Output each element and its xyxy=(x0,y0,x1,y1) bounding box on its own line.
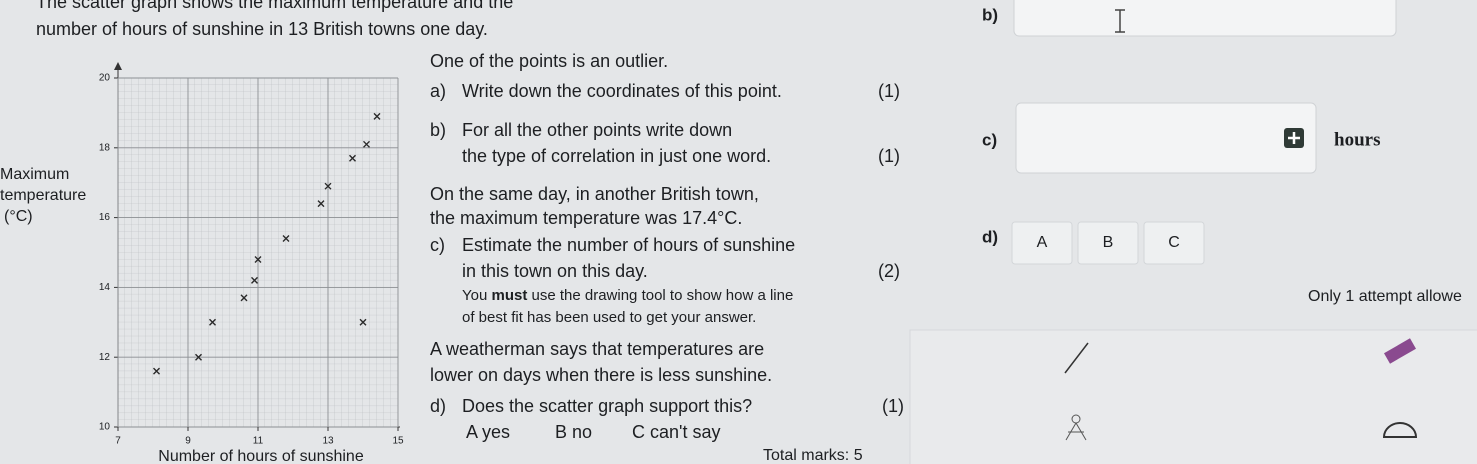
marks: (2) xyxy=(878,261,900,281)
question-text: lower on days when there is less sunshin… xyxy=(430,365,772,385)
question-text: For all the other points write down xyxy=(462,120,732,140)
question-label: c) xyxy=(430,235,445,255)
question-text: Does the scatter graph support this? xyxy=(462,396,752,416)
unit: hours xyxy=(1334,129,1380,150)
point xyxy=(153,367,160,375)
point xyxy=(359,318,367,326)
option-label: A xyxy=(1037,234,1048,251)
line-tool[interactable] xyxy=(1064,342,1089,374)
plus-icon xyxy=(1288,132,1300,144)
point xyxy=(349,154,356,162)
question-text: On the same day, in another British town… xyxy=(430,184,759,204)
note-part: must xyxy=(491,287,527,304)
point xyxy=(363,140,370,148)
text-input[interactable] xyxy=(1015,102,1317,174)
note: of best fit has been used to get your an… xyxy=(462,309,756,326)
y-tick-label: 10 xyxy=(99,422,111,433)
answer-label: d) xyxy=(982,227,998,246)
point xyxy=(373,112,381,120)
question-text: the maximum temperature was 17.4°C. xyxy=(430,208,742,228)
note-part: use the drawing tool to show how a line xyxy=(532,287,794,304)
question-label: d) xyxy=(430,396,446,416)
option-button[interactable] xyxy=(1077,221,1139,265)
point xyxy=(282,235,290,243)
point xyxy=(209,318,216,326)
compass-tool[interactable] xyxy=(1065,414,1087,441)
header-line: number of hours of sunshine in 13 Britis… xyxy=(36,19,488,39)
point xyxy=(324,182,332,190)
y-axis-label: temperature xyxy=(0,187,86,204)
marks: (1) xyxy=(878,81,900,101)
y-axis-arrow xyxy=(114,62,122,70)
question-text: Write down the coordinates of this point… xyxy=(462,81,782,101)
note: You must use the drawing tool to show ho… xyxy=(462,287,793,304)
option: B no xyxy=(555,422,592,442)
question-text: Estimate the number of hours of sunshine xyxy=(462,235,795,255)
x-tick-label: 11 xyxy=(253,436,264,447)
x-axis-label: Number of hours of sunshine xyxy=(158,448,364,464)
protractor-tool[interactable] xyxy=(1382,422,1418,438)
marks: (1) xyxy=(882,396,904,416)
y-tick-label: 18 xyxy=(99,142,111,153)
question-text: A weatherman says that temperatures are xyxy=(430,339,764,359)
option-button[interactable] xyxy=(1011,221,1073,265)
option: C can't say xyxy=(632,422,720,442)
x-tick-label: 13 xyxy=(322,436,334,447)
answer-label: b) xyxy=(982,5,998,24)
y-tick-label: 20 xyxy=(99,73,111,84)
answer-label: c) xyxy=(982,130,997,149)
x-tick-label: 15 xyxy=(392,436,404,447)
point xyxy=(251,276,258,284)
y-axis-label: (°C) xyxy=(4,208,33,225)
y-tick-label: 14 xyxy=(99,282,111,293)
point xyxy=(195,353,202,361)
marks: (1) xyxy=(878,146,900,166)
scatter-chart: 10 12 14 16 18 20 7 9 11 13 15 xyxy=(99,73,404,447)
point xyxy=(317,200,325,208)
attempts-note: Only 1 attempt allowe xyxy=(1308,288,1462,305)
option: A yes xyxy=(466,422,510,442)
y-tick-label: 12 xyxy=(99,352,111,363)
question-text: One of the points is an outlier. xyxy=(430,51,668,71)
drawing-toolbar xyxy=(909,329,1477,464)
option-button[interactable] xyxy=(1143,221,1205,265)
ruler-tool[interactable] xyxy=(1384,338,1416,364)
total-marks: Total marks: 5 xyxy=(763,447,863,464)
cursor-icon xyxy=(1115,9,1125,33)
x-tick-label: 9 xyxy=(185,436,191,447)
option-label: C xyxy=(1168,234,1180,251)
header-line: The scatter graph shows the maximum temp… xyxy=(36,0,513,12)
x-tick-label: 7 xyxy=(115,436,121,447)
question-label: b) xyxy=(430,120,446,140)
y-axis-label: Maximum xyxy=(0,166,69,183)
note-part: You xyxy=(462,287,487,304)
y-tick-label: 16 xyxy=(99,212,111,223)
question-label: a) xyxy=(430,81,446,101)
point xyxy=(254,255,262,263)
question-text: in this town on this day. xyxy=(462,261,648,281)
text-input[interactable] xyxy=(1013,0,1397,37)
question-text: the type of correlation in just one word… xyxy=(462,146,771,166)
point xyxy=(240,294,248,302)
option-label: B xyxy=(1103,234,1114,251)
